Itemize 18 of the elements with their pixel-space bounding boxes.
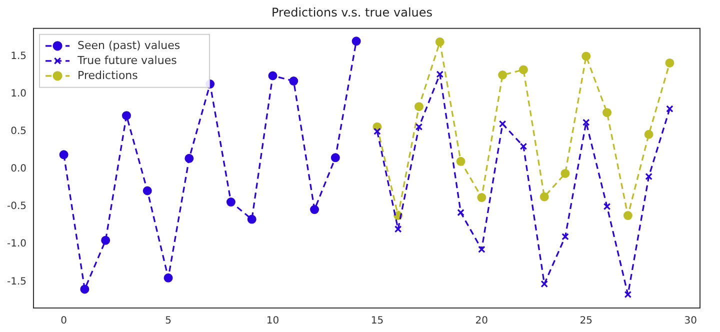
y-tick-label: 1.0 <box>10 88 27 100</box>
x-tick-label: 25 <box>580 316 592 327</box>
legend-label: Seen (past) values <box>78 38 180 52</box>
y-tick-label: -1.5 <box>6 276 27 288</box>
x-tick-label: 0 <box>60 316 67 327</box>
x-tick-label: 20 <box>475 316 488 327</box>
x-tick-label: 15 <box>370 316 384 327</box>
y-tick-label: 0.0 <box>10 164 27 175</box>
y-tick-label: 0.5 <box>10 126 27 137</box>
legend-label: True future values <box>76 54 178 67</box>
legend-label: Predictions <box>78 68 138 82</box>
x-tick-label: 30 <box>684 316 697 327</box>
x-tick-label: 5 <box>165 316 172 327</box>
y-tick-label: -0.5 <box>6 201 27 212</box>
x-tick-label: 10 <box>266 316 280 327</box>
chart-title: Predictions v.s. true values <box>271 5 433 20</box>
y-tick-label: 1.5 <box>10 50 27 62</box>
y-tick-label: -1.0 <box>6 238 27 250</box>
